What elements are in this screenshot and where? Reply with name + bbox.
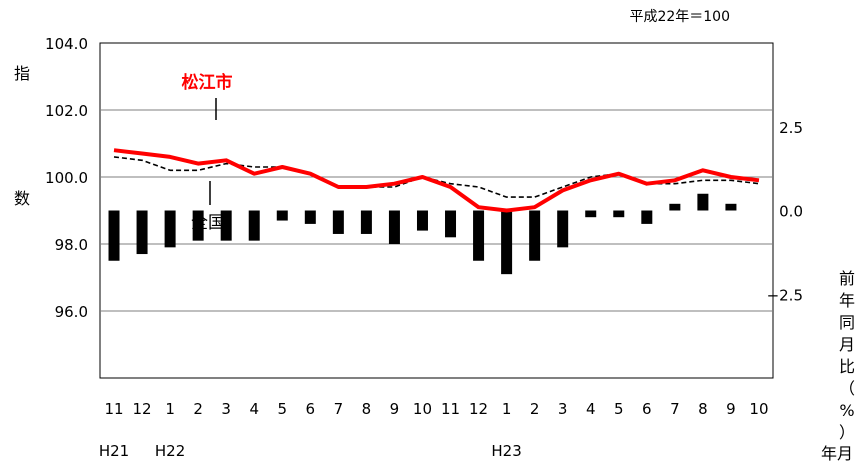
right-axis-label-char: 月 <box>839 335 855 354</box>
x-tick-label: 7 <box>334 400 344 418</box>
bar <box>557 210 569 248</box>
x-tick-label: 12 <box>133 400 152 418</box>
bar <box>613 210 625 218</box>
x-tick-label: 6 <box>306 400 316 418</box>
bar <box>248 210 260 241</box>
bar <box>360 210 372 234</box>
bar <box>332 210 344 234</box>
bar <box>108 210 120 261</box>
plot-area <box>99 42 774 379</box>
bar <box>388 210 400 244</box>
right-axis-label-char: （ <box>839 379 855 398</box>
right-tick-label: 2.5 <box>779 119 803 137</box>
bar <box>164 210 176 248</box>
x-tick-label: 2 <box>193 400 203 418</box>
bar <box>304 210 316 224</box>
x-tick-label: 9 <box>726 400 736 418</box>
bar <box>501 210 513 275</box>
bar <box>220 210 232 241</box>
bar <box>641 210 653 224</box>
left-axis-label: 指 <box>14 64 30 83</box>
right-axis-label-char: % <box>839 401 854 420</box>
bar <box>136 210 148 255</box>
x-tick-label: 5 <box>277 400 287 418</box>
x-axis-label: 年月 <box>821 444 853 463</box>
year-label: H21 <box>99 442 129 460</box>
gridlines <box>100 109 773 312</box>
x-tick-label: 2 <box>530 400 540 418</box>
x-tick-label: 4 <box>249 400 259 418</box>
right-axis-label-char: 同 <box>839 313 855 332</box>
x-tick-label: 4 <box>586 400 596 418</box>
right-axis-label-char: 前 <box>839 269 855 288</box>
x-tick-label: 11 <box>441 400 460 418</box>
left-tick-label: 98.0 <box>55 236 88 254</box>
left-tick-label: 100.0 <box>45 169 88 187</box>
bar <box>445 210 457 238</box>
year-label: H22 <box>155 442 185 460</box>
right-axis-label-char: 年 <box>839 291 855 310</box>
bar <box>529 210 541 261</box>
year-label: H23 <box>491 442 521 460</box>
bar <box>416 210 428 231</box>
bar <box>697 193 709 211</box>
left-axis-label: 数 <box>14 189 30 208</box>
right-axis-label-char: 比 <box>839 357 855 376</box>
bars-layer <box>108 193 737 275</box>
bar <box>276 210 288 221</box>
x-tick-label: 3 <box>221 400 231 418</box>
x-tick-label: 11 <box>104 400 123 418</box>
bar <box>585 210 597 218</box>
x-tick-label: 10 <box>413 400 432 418</box>
x-tick-label: 1 <box>165 400 175 418</box>
series-label-national: 全国 <box>191 213 225 233</box>
x-tick-label: 8 <box>698 400 708 418</box>
left-tick-label: 96.0 <box>55 303 88 321</box>
x-tick-label: 10 <box>749 400 768 418</box>
right-tick-label: −2.5 <box>767 286 803 304</box>
x-tick-label: 12 <box>469 400 488 418</box>
right-axis-label-char: ） <box>839 423 855 442</box>
bar <box>192 210 204 241</box>
base-note: 平成22年＝100 <box>629 9 730 25</box>
x-tick-label: 9 <box>390 400 400 418</box>
right-tick-label: 0.0 <box>779 203 803 221</box>
x-tick-label: 5 <box>614 400 624 418</box>
left-tick-label: 104.0 <box>45 35 88 53</box>
labels-layer: 104.0102.0100.098.096.02.50.0−2.5松江市全国11… <box>14 9 855 463</box>
x-tick-label: 8 <box>362 400 372 418</box>
bar <box>725 203 737 211</box>
bar <box>669 203 681 211</box>
x-tick-label: 1 <box>502 400 512 418</box>
left-tick-label: 102.0 <box>45 102 88 120</box>
series-label-matsue: 松江市 <box>182 72 233 93</box>
x-tick-label: 6 <box>642 400 652 418</box>
x-tick-label: 7 <box>670 400 680 418</box>
x-tick-label: 3 <box>558 400 568 418</box>
bar <box>473 210 485 261</box>
lines-layer <box>113 148 760 213</box>
series-line-matsue <box>113 148 760 213</box>
